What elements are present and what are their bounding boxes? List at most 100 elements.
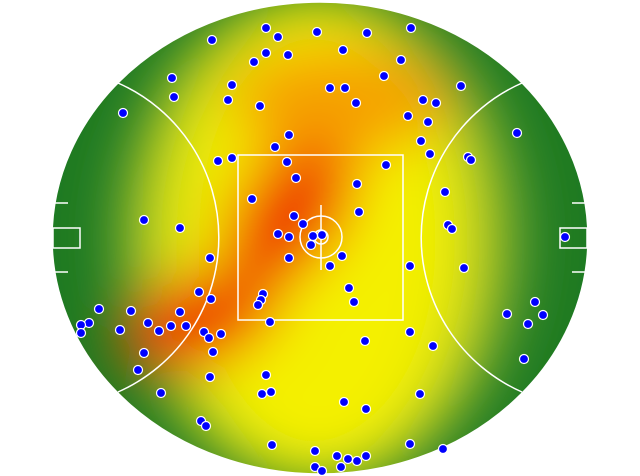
- point: [282, 49, 294, 61]
- point: [283, 129, 295, 141]
- point: [342, 453, 354, 465]
- point: [316, 465, 328, 476]
- point: [290, 172, 302, 184]
- point: [205, 293, 217, 305]
- point: [522, 318, 534, 330]
- point: [206, 34, 218, 46]
- point: [132, 364, 144, 376]
- point: [264, 316, 276, 328]
- point: [226, 152, 238, 164]
- point: [153, 325, 165, 337]
- point: [430, 97, 442, 109]
- point: [324, 260, 336, 272]
- point: [226, 79, 238, 91]
- point: [402, 110, 414, 122]
- point: [174, 306, 186, 318]
- point: [414, 388, 426, 400]
- point: [256, 388, 268, 400]
- point: [559, 231, 571, 243]
- point: [422, 116, 434, 128]
- point: [311, 26, 323, 38]
- point: [204, 252, 216, 264]
- point: [166, 72, 178, 84]
- point: [297, 218, 309, 230]
- point: [427, 340, 439, 352]
- point: [348, 296, 360, 308]
- point: [260, 22, 272, 34]
- point: [305, 239, 317, 251]
- point: [455, 80, 467, 92]
- point: [180, 320, 192, 332]
- point: [207, 346, 219, 358]
- point: [309, 445, 321, 457]
- point: [281, 156, 293, 168]
- point: [142, 317, 154, 329]
- point: [537, 309, 549, 321]
- point: [266, 439, 278, 451]
- point: [203, 332, 215, 344]
- point: [343, 282, 355, 294]
- point: [155, 387, 167, 399]
- point: [359, 335, 371, 347]
- point: [404, 326, 416, 338]
- point: [269, 141, 281, 153]
- point: [338, 396, 350, 408]
- point: [204, 371, 216, 383]
- point: [335, 461, 347, 473]
- point: [339, 82, 351, 94]
- point: [351, 455, 363, 467]
- point: [437, 443, 449, 455]
- point: [200, 420, 212, 432]
- point: [272, 228, 284, 240]
- point: [125, 305, 137, 317]
- point: [439, 186, 451, 198]
- point: [424, 148, 436, 160]
- point: [138, 347, 150, 359]
- point: [215, 328, 227, 340]
- point: [260, 369, 272, 381]
- point: [353, 206, 365, 218]
- point: [307, 230, 319, 242]
- point: [415, 135, 427, 147]
- point: [174, 222, 186, 234]
- point: [114, 324, 126, 336]
- point: [165, 320, 177, 332]
- point: [324, 82, 336, 94]
- point: [272, 31, 284, 43]
- point: [212, 155, 224, 167]
- point: [93, 303, 105, 315]
- point: [360, 450, 372, 462]
- point: [501, 308, 513, 320]
- point: [458, 262, 470, 274]
- point: [265, 386, 277, 398]
- point: [337, 44, 349, 56]
- point: [117, 107, 129, 119]
- point: [511, 127, 523, 139]
- point: [404, 260, 416, 272]
- point: [283, 252, 295, 264]
- points: [75, 22, 571, 476]
- point: [252, 299, 264, 311]
- point: [405, 22, 417, 34]
- point: [518, 353, 530, 365]
- point: [417, 94, 429, 106]
- point: [361, 27, 373, 39]
- point: [331, 450, 343, 462]
- point: [380, 159, 392, 171]
- point: [260, 47, 272, 59]
- point: [446, 223, 458, 235]
- point: [168, 91, 180, 103]
- point: [222, 94, 234, 106]
- point: [288, 210, 300, 222]
- point: [336, 250, 348, 262]
- point: [404, 438, 416, 450]
- point: [254, 100, 266, 112]
- point: [138, 214, 150, 226]
- point: [395, 54, 407, 66]
- point: [246, 193, 258, 205]
- point: [350, 97, 362, 109]
- point: [378, 70, 390, 82]
- point: [465, 154, 477, 166]
